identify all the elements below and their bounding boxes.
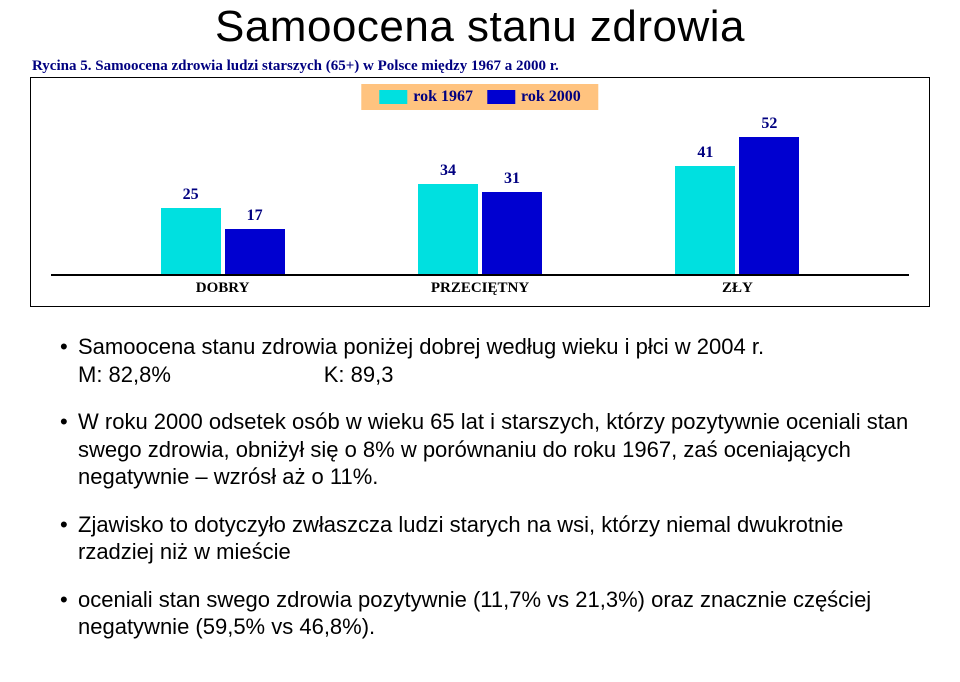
- bar-label-przecietny-1967: 34: [440, 162, 456, 180]
- bar-label-zly-2000: 52: [761, 115, 777, 133]
- bar-zly-2000: 52: [739, 137, 799, 274]
- bar-group-przecietny: 34 31: [390, 184, 570, 274]
- bullet-3: Zjawisko to dotyczyło zwłaszcza ludzi st…: [60, 511, 916, 566]
- bullet-1-line2: M: 82,8% K: 89,3: [78, 361, 916, 389]
- page-root: Samoocena stanu zdrowia Rycina 5. Samooc…: [0, 2, 960, 682]
- bar-dobry-2000: 17: [225, 229, 285, 274]
- bar-label-dobry-1967: 25: [183, 186, 199, 204]
- page-title: Samoocena stanu zdrowia: [30, 2, 930, 52]
- bar-dobry-1967: 25: [161, 208, 221, 274]
- plot-area: 25 17 34 31 41 52: [51, 118, 909, 276]
- xlabel-dobry: DOBRY: [196, 280, 250, 297]
- bar-group-zly: 41 52: [647, 137, 827, 274]
- legend-swatch-1967: [379, 90, 407, 104]
- bar-group-dobry: 25 17: [133, 208, 313, 274]
- x-axis-labels: DOBRY PRZECIĘTNY ZŁY: [51, 280, 909, 302]
- legend-swatch-2000: [487, 90, 515, 104]
- bar-przecietny-1967: 34: [418, 184, 478, 274]
- bullet-1: Samoocena stanu zdrowia poniżej dobrej w…: [60, 333, 916, 388]
- figure-caption: Rycina 5. Samoocena zdrowia ludzi starsz…: [32, 58, 930, 75]
- bullet-1-line1: Samoocena stanu zdrowia poniżej dobrej w…: [78, 334, 764, 359]
- legend-label-1967: rok 1967: [413, 88, 473, 106]
- bullet-4: oceniali stan swego zdrowia pozytywnie (…: [60, 586, 916, 641]
- bullet-list: Samoocena stanu zdrowia poniżej dobrej w…: [30, 333, 930, 641]
- chart-container: rok 1967 rok 2000 25 17 34: [30, 77, 930, 307]
- bar-zly-1967: 41: [675, 166, 735, 274]
- legend-label-2000: rok 2000: [521, 88, 581, 106]
- bar-przecietny-2000: 31: [482, 192, 542, 274]
- xlabel-zly: ZŁY: [722, 280, 753, 297]
- chart-legend: rok 1967 rok 2000: [361, 84, 598, 110]
- legend-item-1967: rok 1967: [379, 88, 473, 106]
- bar-label-dobry-2000: 17: [247, 207, 263, 225]
- bullet-2: W roku 2000 odsetek osób w wieku 65 lat …: [60, 408, 916, 491]
- legend-item-2000: rok 2000: [487, 88, 581, 106]
- bar-label-przecietny-2000: 31: [504, 170, 520, 188]
- bar-label-zly-1967: 41: [697, 144, 713, 162]
- xlabel-przecietny: PRZECIĘTNY: [431, 280, 529, 297]
